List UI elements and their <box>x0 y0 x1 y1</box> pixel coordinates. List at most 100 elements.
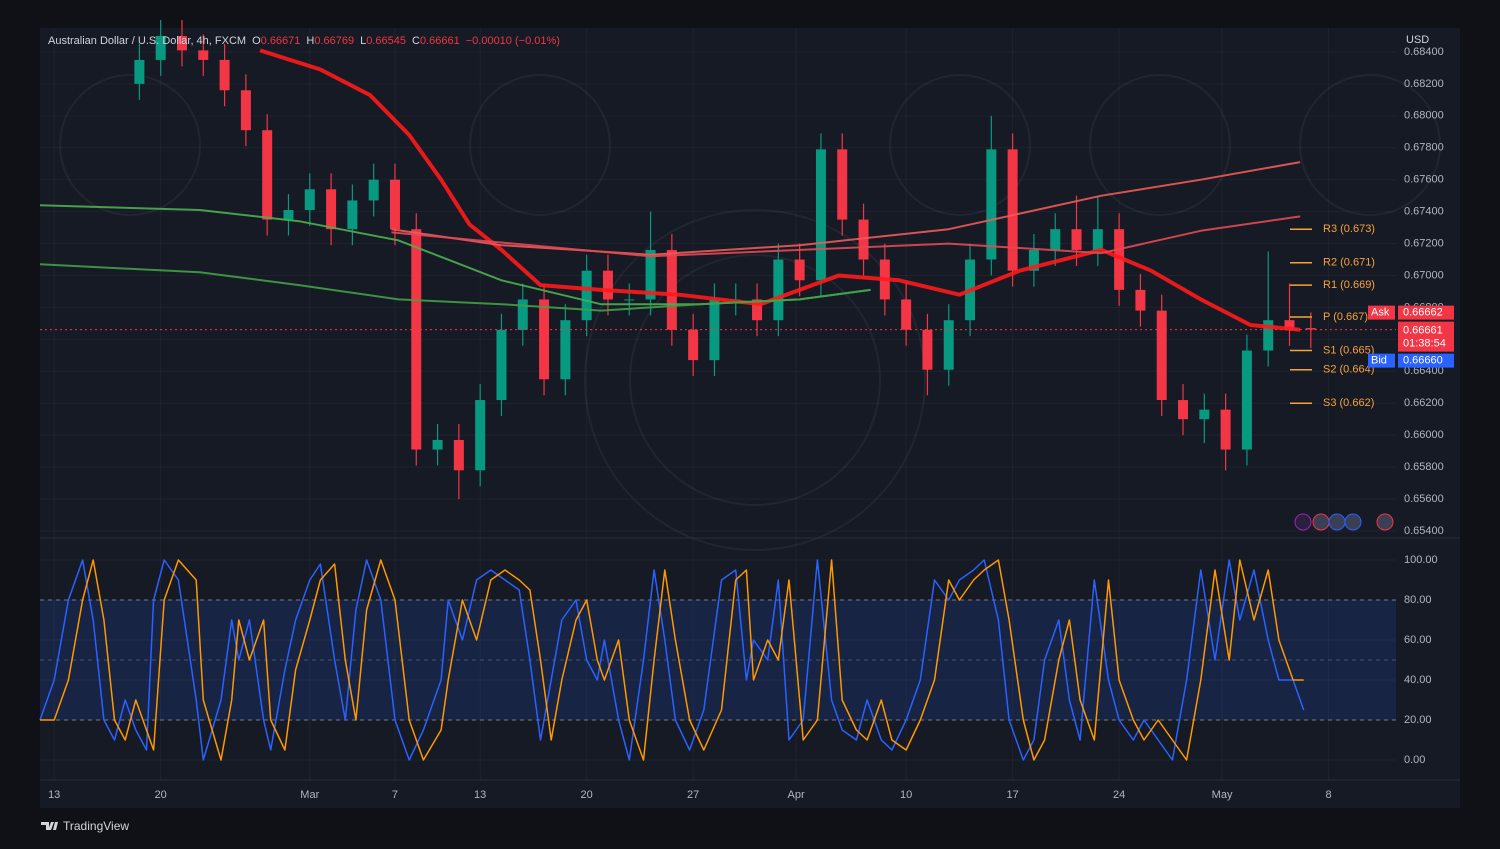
logo-mark <box>41 822 58 830</box>
watermark-seal <box>629 254 881 506</box>
y-tick-label: 0.00 <box>1404 754 1425 766</box>
candle-body <box>198 50 209 60</box>
candle-body <box>602 270 613 300</box>
moving-average <box>391 161 1301 256</box>
ohlc-key: L <box>360 35 366 47</box>
candle-body <box>1028 249 1039 271</box>
watermark-seal <box>469 74 611 216</box>
y-tick-label: 80.00 <box>1404 594 1432 606</box>
candle-body <box>283 210 294 220</box>
candle-body <box>389 179 400 230</box>
y-tick-label: 0.66400 <box>1404 365 1444 377</box>
price-tag <box>1398 305 1454 320</box>
candle-body <box>411 229 422 450</box>
candle-body <box>347 200 358 230</box>
ohlc-value: 0.66671 <box>261 35 301 47</box>
price-tag-value: 0.66662 <box>1403 307 1443 319</box>
ohlc-value: 0.66661 <box>420 35 460 47</box>
candle-body <box>1007 149 1018 271</box>
price-tag <box>1398 321 1454 352</box>
x-tick-label: 10 <box>900 789 912 801</box>
price-tag-value: 0.66660 <box>1403 355 1443 367</box>
pivot-label: P (0.667) <box>1323 311 1368 323</box>
logo: TradingView <box>41 819 129 833</box>
price-tag-countdown: 01:38:54 <box>1403 338 1446 350</box>
candle-body <box>262 130 273 220</box>
y-tick-label: 0.68200 <box>1404 78 1444 90</box>
candle-body <box>1135 289 1146 311</box>
pivot-label: R1 (0.669) <box>1323 279 1375 291</box>
ohlc-key: H <box>306 35 314 47</box>
x-tick-label: 8 <box>1325 789 1331 801</box>
candle-body <box>688 329 699 361</box>
ohlc-legend: O0.66671 H0.66769 L0.66545 C0.66661 <box>252 35 460 47</box>
candle-body <box>1071 229 1082 250</box>
candle-body <box>709 299 720 361</box>
ohlc-key: O <box>252 35 261 47</box>
candle-body <box>858 219 869 260</box>
x-tick-label: 13 <box>48 789 60 801</box>
y-tick-label: 0.65600 <box>1404 493 1444 505</box>
plot-layer: 0.65400 0.65600 0.65800 0.66000 0.66200 0.664… <box>39 20 1454 801</box>
price-tag <box>1398 353 1454 368</box>
x-tick-label: Mar <box>300 789 319 801</box>
candle-body <box>1305 328 1316 330</box>
candle-body <box>837 149 848 220</box>
change: −0.00010 (−0.01%) <box>466 35 560 47</box>
price-tag-value: 0.66661 <box>1403 325 1443 337</box>
oscillator-line <box>40 559 1304 761</box>
x-tick-label: 17 <box>1007 789 1019 801</box>
candle-body <box>1199 409 1210 420</box>
x-tick-label: 27 <box>687 789 699 801</box>
y-tick-label: 0.67000 <box>1404 269 1444 281</box>
candle-body <box>155 35 166 60</box>
price-tag-name: Bid <box>1371 355 1387 367</box>
x-tick-label: 24 <box>1113 789 1125 801</box>
candle-body <box>1178 400 1189 420</box>
candle-body <box>176 35 187 51</box>
candle-body <box>986 149 997 260</box>
y-tick-label: 0.67600 <box>1404 174 1444 186</box>
candle-body <box>773 259 784 321</box>
pivot-label: S1 (0.665) <box>1323 344 1374 356</box>
candle-body <box>1284 320 1295 330</box>
candle-body <box>645 249 656 300</box>
candle-body <box>326 189 337 230</box>
candle-body <box>922 329 933 370</box>
candle-body <box>240 90 251 131</box>
x-tick-label: 20 <box>581 789 593 801</box>
y-tick-label: 0.65400 <box>1404 525 1444 537</box>
price-tag-name-box <box>1368 305 1395 320</box>
watermark-seal <box>1299 74 1441 216</box>
candle-body <box>539 299 550 380</box>
symbol-legend: Australian Dollar / U.S. Dollar, 4h, FXC… <box>48 35 560 47</box>
icon <box>1328 513 1346 531</box>
candle-body <box>794 259 805 281</box>
candle-body <box>517 299 528 330</box>
watermark-seal <box>889 74 1031 216</box>
candle-body <box>752 299 763 321</box>
x-tick-label: 13 <box>474 789 486 801</box>
x-tick-label: 20 <box>155 789 167 801</box>
icon <box>1294 513 1312 531</box>
candle-body <box>475 400 486 471</box>
ohlc-key: C <box>412 35 420 47</box>
candle-body <box>453 439 464 471</box>
y-tick-label: 0.66000 <box>1404 429 1444 441</box>
ohlc-value: 0.66769 <box>314 35 354 47</box>
candle-body <box>1220 409 1231 450</box>
y-axis-label: USD <box>1406 34 1429 46</box>
watermark-seal <box>584 209 926 551</box>
y-tick-label: 0.67200 <box>1404 237 1444 249</box>
ohlc-value: 0.66545 <box>366 35 406 47</box>
moving-average <box>391 215 1301 258</box>
candle-body <box>1263 320 1274 351</box>
candle-body <box>901 299 912 330</box>
candle-body <box>943 320 954 370</box>
candle-body <box>496 329 507 401</box>
watermark-seal <box>59 74 201 216</box>
x-tick-label: May <box>1212 789 1233 801</box>
x-tick-label: Apr <box>788 789 805 801</box>
y-tick-label: 40.00 <box>1404 674 1432 686</box>
